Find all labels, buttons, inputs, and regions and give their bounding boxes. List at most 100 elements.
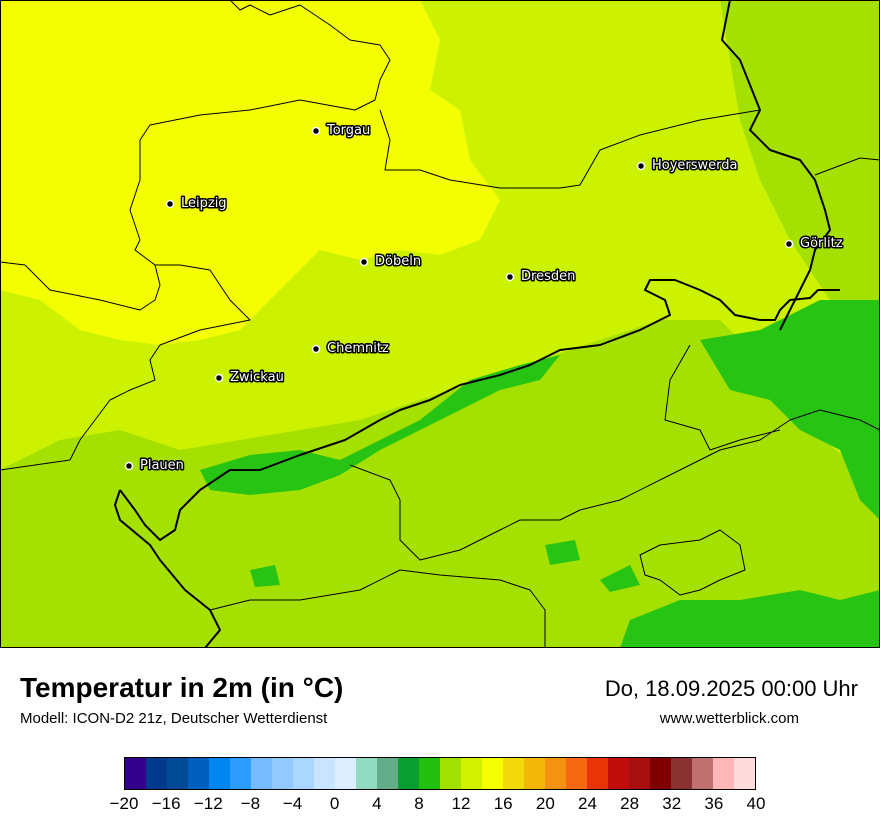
legend-swatch: [398, 758, 419, 789]
city-dot: [505, 272, 515, 282]
city-chemnitz: Chemnitz: [311, 340, 390, 358]
temperature-zone-green-se: [620, 590, 880, 648]
city-dot: [214, 373, 224, 383]
city-dot: [784, 239, 794, 249]
city-label: Leipzig: [181, 196, 227, 211]
district-border-ne: [814, 157, 880, 176]
city-goerlitz: Görlitz: [784, 235, 844, 253]
legend-swatch: [188, 758, 209, 789]
map-borders: [0, 0, 880, 648]
legend-tick-label: −16: [151, 794, 181, 813]
legend-tick-label: 20: [535, 794, 555, 813]
legend-swatch: [356, 758, 377, 789]
legend-swatch: [503, 758, 524, 789]
legend-swatch: [650, 758, 671, 789]
city-dot: [359, 257, 369, 267]
legend-tick-label: 16: [493, 794, 513, 813]
legend-swatch: [314, 758, 335, 789]
legend-swatch: [272, 758, 293, 789]
model-subtitle: Modell: ICON-D2 21z, Deutscher Wetterdie…: [20, 710, 328, 727]
legend-tick-label: 36: [704, 794, 724, 813]
city-zwickau: Zwickau: [214, 369, 285, 387]
legend-tick-label: 8: [414, 794, 424, 813]
city-dot: [636, 161, 646, 171]
city-dot: [124, 461, 134, 471]
legend-tick-label: −4: [282, 794, 303, 813]
legend-swatch: [692, 758, 713, 789]
city-markers: Torgau Hoyerswerda Leipzig Görlitz Döbel…: [124, 122, 844, 475]
city-label: Dresden: [521, 269, 575, 284]
city-doebeln: Döbeln: [359, 253, 423, 271]
legend-swatch: [482, 758, 503, 789]
legend-tick-label: −8: [240, 794, 261, 813]
legend-swatch: [230, 758, 251, 789]
legend-tick-label: −20: [109, 794, 139, 813]
legend-swatch: [146, 758, 167, 789]
city-torgau: Torgau: [311, 122, 372, 140]
district-border-czech-2: [209, 569, 546, 648]
legend-swatch: [524, 758, 545, 789]
district-border-czech-1: [349, 409, 880, 561]
color-legend: [124, 757, 756, 790]
legend-swatch: [545, 758, 566, 789]
legend-swatch: [293, 758, 314, 789]
city-label: Görlitz: [800, 236, 843, 251]
city-dresden: Dresden: [505, 268, 577, 286]
city-leipzig: Leipzig: [165, 195, 228, 213]
legend-ticks: −20 −16 −12 −8 −4 0 4 8 12 16 20 24 28 32 36 40: [110, 794, 766, 818]
legend-tick-label: 12: [451, 794, 471, 813]
page-title: Temperatur in 2m (in °C): [20, 672, 344, 703]
district-border-czech-4: [664, 344, 781, 451]
legend-tick-label: −12: [193, 794, 223, 813]
legend-swatch: [209, 758, 230, 789]
district-border-east-north: [379, 109, 761, 189]
legend-tick-label: 40: [746, 794, 766, 813]
state-border-east: [721, 0, 831, 331]
legend-swatch: [461, 758, 482, 789]
legend-tick-label: 24: [577, 794, 597, 813]
city-label: Hoyerswerda: [652, 158, 738, 173]
temperature-zone-yellow: [0, 0, 500, 345]
temperature-map: Torgau Hoyerswerda Leipzig Görlitz Döbel…: [0, 0, 880, 648]
forecast-datetime: Do, 18.09.2025 00:00 Uhr: [604, 676, 858, 701]
city-label: Zwickau: [230, 370, 284, 385]
city-label: Plauen: [140, 458, 184, 473]
legend-tick-label: 4: [372, 794, 382, 813]
city-dot: [311, 344, 321, 354]
legend-swatch: [587, 758, 608, 789]
city-label: Torgau: [326, 123, 370, 138]
map-footer: Temperatur in 2m (in °C) Modell: ICON-D2…: [0, 648, 880, 830]
legend-swatch: [440, 758, 461, 789]
legend-swatch: [608, 758, 629, 789]
city-plauen: Plauen: [124, 457, 185, 475]
district-border-west: [0, 261, 161, 311]
city-dot: [311, 126, 321, 136]
legend-swatch: [566, 758, 587, 789]
temperature-zone-green-spot-3: [250, 565, 280, 587]
district-border-north: [0, 0, 391, 471]
legend-swatch: [734, 758, 755, 789]
temperature-zone-green-spot-2: [545, 540, 580, 565]
temperature-zone-green-ridge: [200, 355, 560, 495]
legend-swatch: [251, 758, 272, 789]
legend-tick-label: 32: [662, 794, 682, 813]
temperature-zone-green-spot: [600, 565, 640, 592]
legend-swatch: [629, 758, 650, 789]
district-border-czech-3: [639, 529, 746, 596]
legend-swatch: [125, 758, 146, 789]
legend-swatch: [167, 758, 188, 789]
state-border-south: [119, 279, 840, 541]
legend-swatch: [335, 758, 356, 789]
website-link[interactable]: www.wetterblick.com: [659, 710, 799, 727]
city-dot: [165, 199, 175, 209]
legend-swatch: [713, 758, 734, 789]
legend-tick-label: 0: [329, 794, 340, 813]
city-hoyerswerda: Hoyerswerda: [636, 157, 739, 175]
state-border-west: [114, 489, 221, 648]
temperature-zone-green-east: [700, 300, 880, 520]
city-label: Döbeln: [375, 254, 421, 269]
legend-swatch: [671, 758, 692, 789]
legend-tick-label: 28: [620, 794, 640, 813]
city-label: Chemnitz: [327, 341, 389, 356]
temperature-zone-light-green-ne: [720, 0, 880, 330]
